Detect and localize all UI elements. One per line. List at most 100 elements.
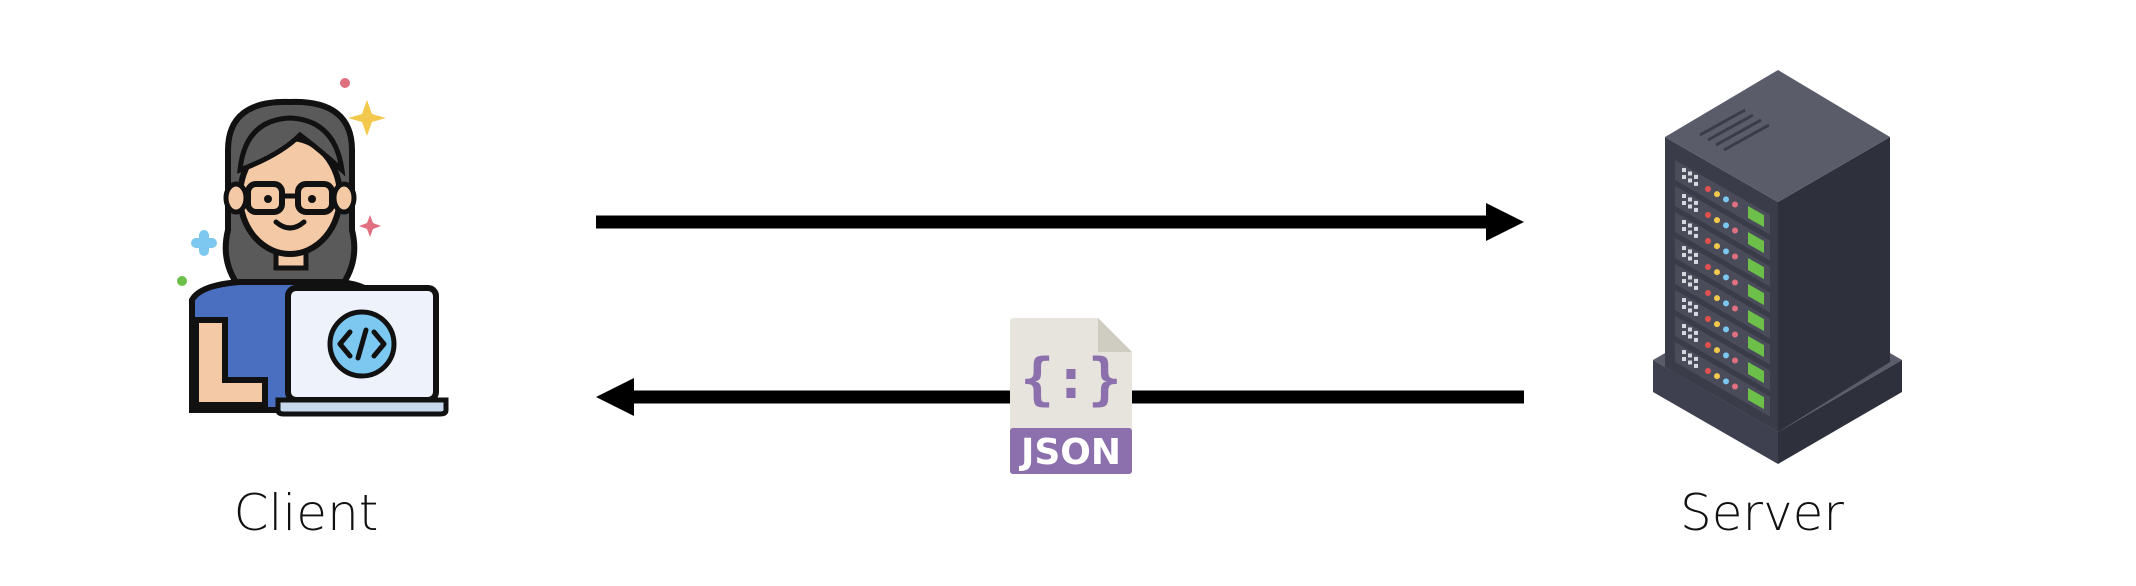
- server-slot: [1675, 316, 1770, 391]
- server-vent-dot: [1682, 350, 1686, 355]
- server-vent-dot: [1682, 253, 1686, 258]
- server-vent-dot: [1688, 249, 1692, 254]
- server-led: [1732, 279, 1738, 286]
- server-led: [1705, 237, 1711, 244]
- server-led: [1705, 211, 1711, 218]
- server-led: [1732, 331, 1738, 338]
- server-vent-dot: [1688, 360, 1692, 365]
- server-vent-dot: [1682, 298, 1686, 303]
- server-led: [1732, 383, 1738, 390]
- server-led: [1714, 217, 1720, 224]
- server-vent-dot: [1688, 308, 1692, 313]
- server-status-block: [1748, 335, 1764, 358]
- server-vent-dot: [1688, 334, 1692, 339]
- server-status-block: [1748, 361, 1764, 384]
- server-led: [1705, 263, 1711, 270]
- server-vent-dot: [1694, 181, 1698, 186]
- server-vent-dot: [1688, 230, 1692, 235]
- server-slot: [1675, 264, 1770, 339]
- client-label: Client: [234, 484, 379, 542]
- server-led: [1723, 222, 1729, 229]
- server-led: [1723, 248, 1729, 255]
- server-slot: [1675, 212, 1770, 287]
- json-file-icon: {:} JSON: [1010, 318, 1132, 474]
- server-led: [1723, 300, 1729, 307]
- server-led: [1732, 305, 1738, 312]
- server-vent-dot: [1694, 207, 1698, 212]
- server-led: [1705, 289, 1711, 296]
- server-vent-dot: [1688, 256, 1692, 261]
- server-vent-dot: [1682, 331, 1686, 336]
- server-vent-dot: [1682, 279, 1686, 284]
- server-led: [1732, 227, 1738, 234]
- server-led: [1723, 274, 1729, 281]
- server-vent-dot: [1682, 175, 1686, 180]
- server-vent-dot: [1688, 301, 1692, 306]
- server-vent-dot: [1682, 324, 1686, 329]
- server-label: Server: [1680, 484, 1844, 542]
- server-led: [1705, 367, 1711, 374]
- server-led: [1723, 196, 1729, 203]
- server-status-block: [1748, 205, 1764, 228]
- server-vent-dot: [1688, 223, 1692, 228]
- server-vent-dot: [1694, 363, 1698, 368]
- server-led: [1714, 191, 1720, 198]
- server-vent-dot: [1694, 259, 1698, 264]
- server-vent-dot: [1682, 220, 1686, 225]
- server-vent-dot: [1682, 168, 1686, 173]
- developer-with-laptop-icon: [177, 78, 449, 417]
- server-led: [1732, 201, 1738, 208]
- json-label: JSON: [1018, 432, 1121, 473]
- json-glyph: {:}: [1020, 347, 1121, 412]
- server-vent-dot: [1682, 357, 1686, 362]
- server-led: [1714, 373, 1720, 380]
- server-vent-dot: [1694, 311, 1698, 316]
- server-led: [1714, 321, 1720, 328]
- server-status-block: [1748, 309, 1764, 332]
- server-slots: [1675, 160, 1770, 417]
- server-led: [1705, 341, 1711, 348]
- server-vent-dot: [1694, 278, 1698, 283]
- server-status-block: [1748, 283, 1764, 306]
- server-led: [1723, 326, 1729, 333]
- server-vent-dot: [1688, 275, 1692, 280]
- server-vent-dot: [1688, 171, 1692, 176]
- server-vent-dot: [1688, 197, 1692, 202]
- server-rack-icon: [1653, 70, 1902, 464]
- server-led: [1732, 253, 1738, 260]
- server-vent-dot: [1694, 233, 1698, 238]
- server-led: [1714, 269, 1720, 276]
- server-vent-dot: [1694, 174, 1698, 179]
- server-vent-dot: [1694, 330, 1698, 335]
- server-led: [1723, 378, 1729, 385]
- server-vent-dot: [1694, 356, 1698, 361]
- server-vent-dot: [1682, 246, 1686, 251]
- server-vent-dot: [1688, 204, 1692, 209]
- server-vent-dot: [1688, 327, 1692, 332]
- server-led: [1732, 357, 1738, 364]
- server-vent-dot: [1688, 178, 1692, 183]
- server-led: [1723, 352, 1729, 359]
- server-led: [1705, 185, 1711, 192]
- request-arrow: [596, 203, 1524, 241]
- server-vent-dot: [1682, 201, 1686, 206]
- server-vent-dot: [1694, 304, 1698, 309]
- server-status-block: [1748, 387, 1764, 410]
- server-slot: [1675, 342, 1770, 417]
- server-vent-dot: [1694, 252, 1698, 257]
- server-led: [1714, 347, 1720, 354]
- server-vent-dot: [1694, 226, 1698, 231]
- server-slot: [1675, 290, 1770, 365]
- server-vent-dot: [1688, 282, 1692, 287]
- server-vent-dot: [1682, 305, 1686, 310]
- server-status-block: [1748, 231, 1764, 254]
- server-slot: [1675, 160, 1770, 235]
- server-vent-dot: [1694, 200, 1698, 205]
- server-vent-dot: [1694, 337, 1698, 342]
- server-led: [1705, 315, 1711, 322]
- server-slot: [1675, 238, 1770, 313]
- server-vent-dot: [1682, 227, 1686, 232]
- server-vent-dot: [1682, 272, 1686, 277]
- server-led: [1714, 243, 1720, 250]
